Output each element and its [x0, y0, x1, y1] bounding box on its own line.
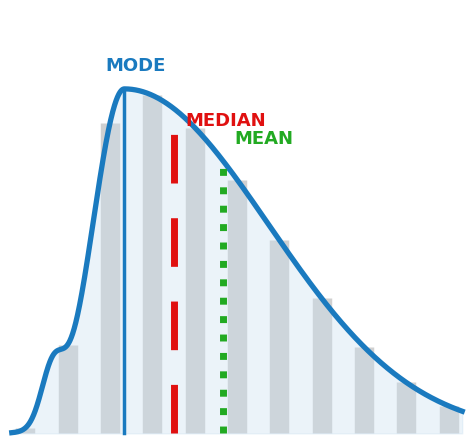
Text: MEDIAN: MEDIAN: [185, 112, 266, 130]
Text: MODE: MODE: [106, 57, 166, 75]
Text: MEAN: MEAN: [235, 130, 294, 148]
